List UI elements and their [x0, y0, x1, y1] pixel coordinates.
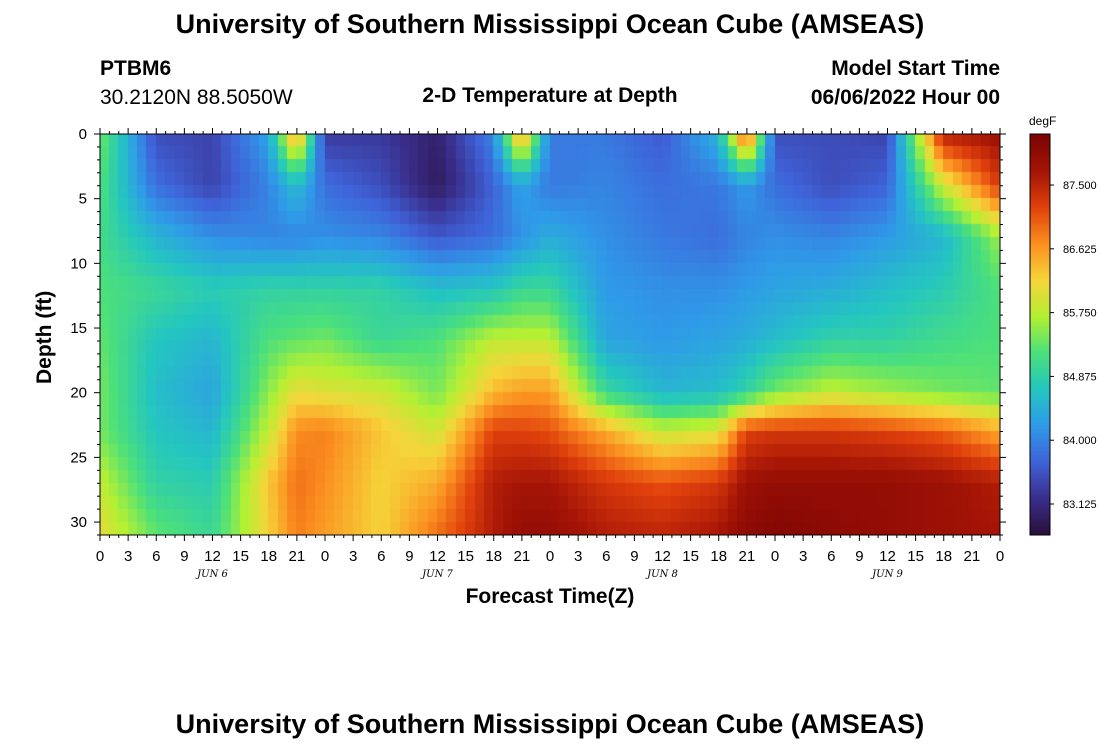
colorbar — [1030, 134, 1050, 535]
x-tick-label: 21 — [514, 548, 531, 565]
x-tick-label: 12 — [204, 548, 221, 565]
x-tick-label: 9 — [855, 548, 863, 565]
y-tick-label: 0 — [79, 126, 87, 143]
date-label: JUN 6 — [197, 569, 228, 580]
x-tick-label: 18 — [260, 548, 277, 565]
x-tick-label: 6 — [152, 548, 160, 565]
x-tick-label: 21 — [739, 548, 756, 565]
date-label: JUN 8 — [647, 569, 678, 580]
x-tick-label: 6 — [827, 548, 835, 565]
plot-title: 2-D Temperature at Depth — [422, 84, 678, 107]
x-tick-label: 12 — [654, 548, 671, 565]
x-tick-label: 9 — [180, 548, 188, 565]
page-title: University of Southern Mississippi Ocean… — [175, 9, 925, 39]
station-id: PTBM6 — [100, 57, 172, 80]
footer-title: University of Southern Mississippi Ocean… — [175, 709, 925, 739]
x-tick-label: 12 — [429, 548, 446, 565]
x-tick-label: 0 — [96, 548, 104, 565]
y-tick-label: 30 — [70, 514, 87, 531]
model-start-label: Model Start Time — [831, 57, 1000, 80]
x-tick-label: 0 — [546, 548, 554, 565]
date-label: JUN 7 — [422, 569, 453, 580]
colorbar-tick-label: 85.750 — [1063, 308, 1097, 320]
x-tick-label: 6 — [602, 548, 610, 565]
y-tick-label: 5 — [79, 191, 87, 208]
temperature-heatmap — [100, 134, 1000, 535]
x-tick-label: 3 — [124, 548, 132, 565]
station-coordinates: 30.2120N 88.5050W — [100, 86, 293, 109]
x-tick-label: 18 — [710, 548, 727, 565]
y-tick-label: 20 — [70, 385, 87, 402]
x-tick-label: 3 — [574, 548, 582, 565]
x-axis-title: Forecast Time(Z) — [465, 585, 635, 608]
x-tick-label: 15 — [457, 548, 474, 565]
x-tick-label: 9 — [405, 548, 413, 565]
x-tick-label: 18 — [935, 548, 952, 565]
x-tick-label: 15 — [907, 548, 924, 565]
x-tick-label: 0 — [771, 548, 779, 565]
model-start-value: 06/06/2022 Hour 00 — [810, 86, 1000, 109]
x-tick-label: 3 — [799, 548, 807, 565]
x-tick-label: 15 — [232, 548, 249, 565]
x-tick-label: 21 — [964, 548, 981, 565]
colorbar-tick-label: 83.125 — [1063, 499, 1097, 511]
colorbar-tick-label: 84.875 — [1063, 371, 1097, 383]
x-tick-label: 0 — [996, 548, 1004, 565]
x-tick-label: 21 — [289, 548, 306, 565]
colorbar-tick-label: 87.500 — [1063, 180, 1097, 192]
date-label: JUN 9 — [872, 569, 903, 580]
colorbar-tick-label: 84.000 — [1063, 435, 1097, 447]
x-tick-label: 12 — [879, 548, 896, 565]
x-tick-label: 15 — [682, 548, 699, 565]
x-tick-label: 9 — [630, 548, 638, 565]
x-tick-label: 6 — [377, 548, 385, 565]
x-tick-label: 18 — [485, 548, 502, 565]
colorbar-tick-label: 86.625 — [1063, 244, 1097, 256]
y-tick-label: 25 — [70, 449, 87, 466]
y-tick-label: 10 — [70, 255, 87, 272]
x-tick-label: 0 — [321, 548, 329, 565]
y-tick-label: 15 — [70, 320, 87, 337]
x-tick-label: 3 — [349, 548, 357, 565]
colorbar-unit: degF — [1029, 114, 1057, 128]
colorbar-frame — [1029, 133, 1051, 536]
